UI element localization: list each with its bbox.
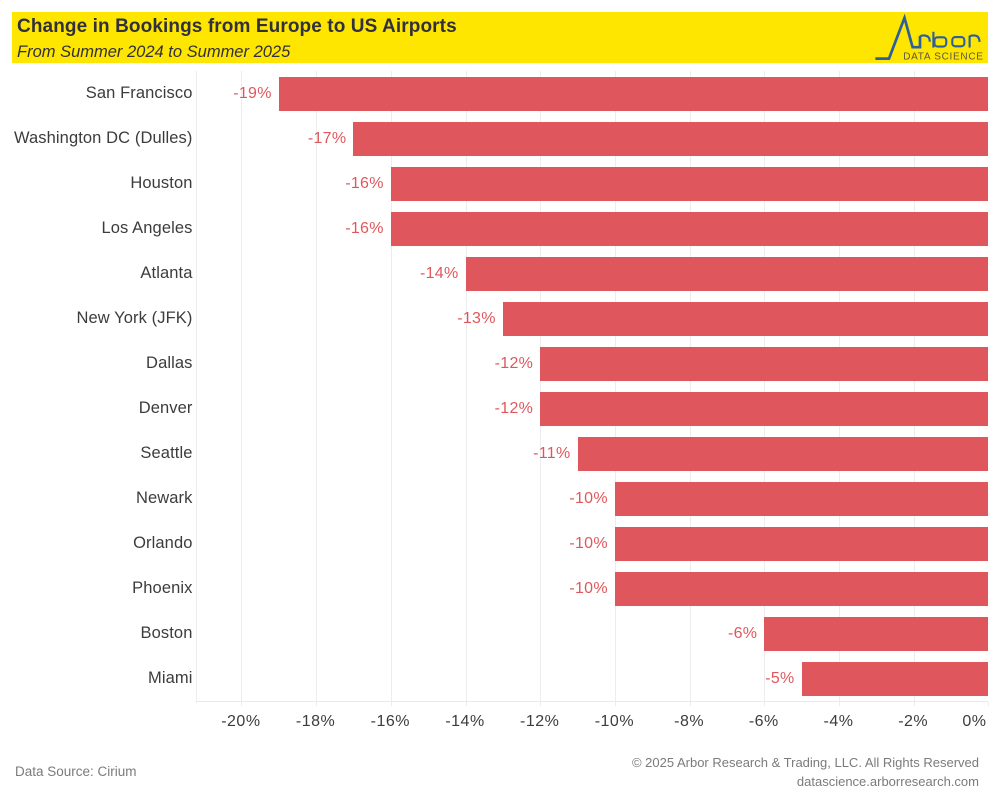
svg-text:DATA SCIENCE: DATA SCIENCE [903, 52, 984, 63]
